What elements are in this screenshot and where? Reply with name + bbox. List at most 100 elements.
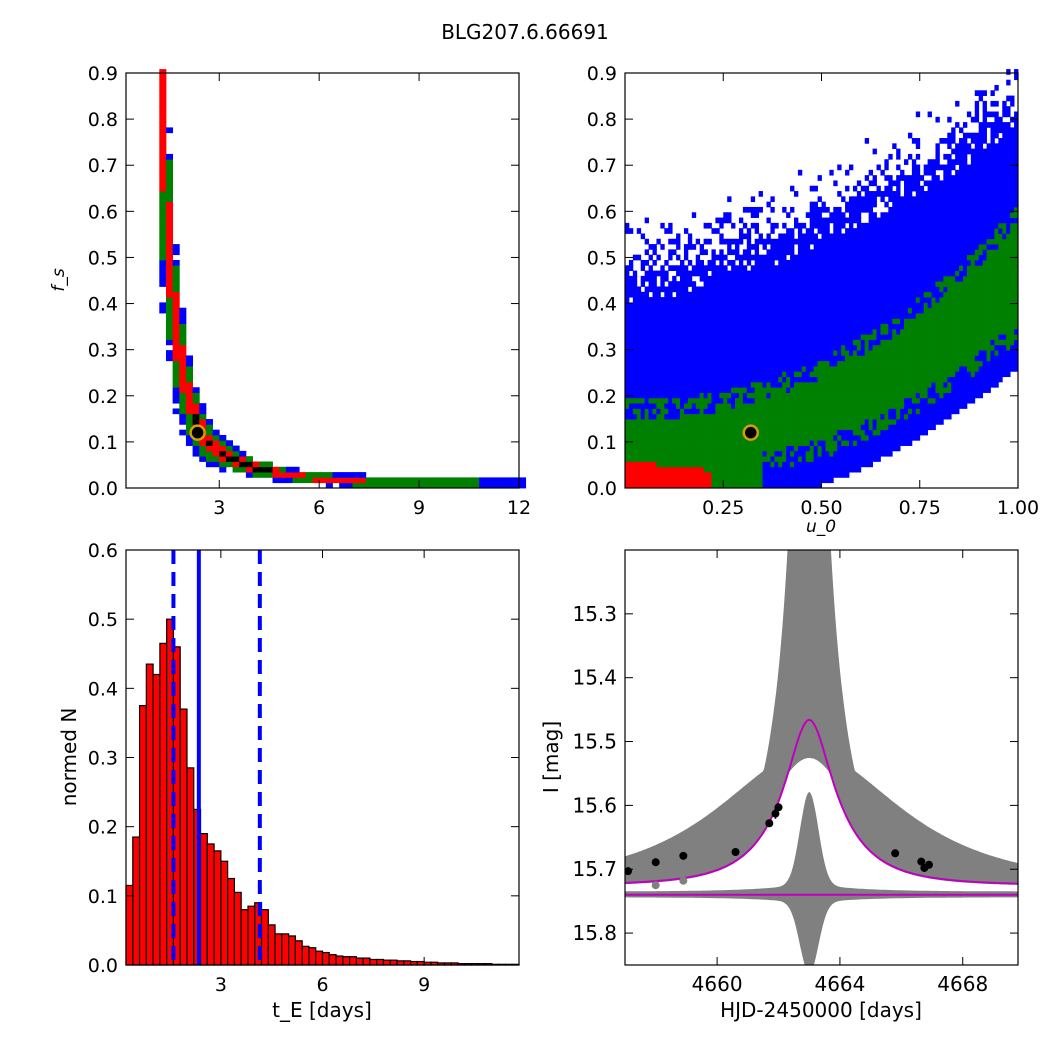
- posterior-cell: [762, 440, 767, 446]
- posterior-cell: [676, 482, 681, 489]
- posterior-cell: [896, 408, 901, 415]
- posterior-cell: [632, 434, 638, 441]
- posterior-cell: [939, 297, 944, 303]
- posterior-cell: [856, 297, 862, 303]
- posterior-cell: [896, 339, 901, 346]
- posterior-cell: [970, 281, 976, 287]
- posterior-cell: [947, 206, 952, 213]
- posterior-cell: [947, 153, 952, 160]
- posterior-cell: [829, 403, 834, 409]
- posterior-cell: [888, 275, 893, 282]
- posterior-cell: [868, 275, 873, 282]
- posterior-cell: [715, 228, 720, 234]
- posterior-cell: [841, 297, 846, 303]
- posterior-cell: [825, 206, 830, 213]
- posterior-cell: [974, 376, 980, 383]
- posterior-cell: [742, 265, 748, 271]
- posterior-cell: [695, 307, 701, 314]
- posterior-cell: [915, 387, 921, 393]
- posterior-cell: [770, 228, 775, 234]
- posterior-cell: [959, 323, 964, 330]
- posterior-cell: [845, 291, 850, 298]
- posterior-cell: [966, 360, 972, 367]
- posterior-cell: [680, 477, 685, 484]
- posterior-cell: [888, 344, 893, 351]
- posterior-cell: [872, 291, 877, 298]
- posterior-cell: [911, 259, 917, 266]
- posterior-cell: [628, 472, 634, 478]
- posterior-cell: [172, 328, 180, 335]
- posterior-cell: [817, 397, 822, 404]
- posterior-cell: [648, 387, 653, 393]
- posterior-cell: [864, 275, 870, 282]
- posterior-cell: [797, 419, 803, 425]
- posterior-cell: [978, 366, 984, 372]
- posterior-cell: [845, 344, 850, 351]
- posterior-cell: [750, 366, 756, 372]
- posterior-cell: [931, 169, 936, 176]
- posterior-cell: [966, 355, 972, 362]
- posterior-cell: [754, 212, 760, 218]
- posterior-cell: [680, 265, 685, 271]
- posterior-cell: [727, 482, 732, 489]
- posterior-cell: [978, 376, 984, 383]
- posterior-cell: [790, 281, 795, 287]
- posterior-cell: [672, 371, 677, 378]
- posterior-cell: [325, 477, 333, 484]
- posterior-cell: [786, 297, 791, 303]
- posterior-cell: [172, 307, 180, 314]
- posterior-cell: [687, 238, 693, 245]
- posterior-cell: [770, 397, 775, 404]
- posterior-cell: [731, 222, 736, 229]
- posterior-cell: [731, 281, 736, 287]
- posterior-cell: [900, 339, 905, 346]
- posterior-cell: [640, 376, 646, 383]
- posterior-cell: [172, 297, 180, 303]
- posterior-cell: [943, 259, 948, 266]
- posterior-cell: [915, 366, 921, 372]
- posterior-cell: [640, 328, 646, 335]
- posterior-cell: [982, 180, 987, 187]
- posterior-cell: [703, 360, 708, 367]
- posterior-cell: [959, 153, 964, 160]
- posterior-cell: [292, 466, 300, 473]
- posterior-cell: [790, 318, 795, 325]
- posterior-cell: [959, 138, 964, 144]
- posterior-cell: [884, 244, 889, 250]
- posterior-cell: [625, 445, 630, 452]
- posterior-cell: [974, 286, 980, 293]
- posterior-cell: [452, 477, 460, 484]
- posterior-cell: [907, 286, 913, 293]
- posterior-cell: [232, 466, 240, 473]
- posterior-cell: [758, 238, 763, 245]
- posterior-cell: [735, 466, 740, 473]
- posterior-cell: [915, 334, 921, 340]
- posterior-cell: [715, 334, 720, 340]
- posterior-cell: [695, 456, 701, 462]
- posterior-cell: [793, 286, 799, 293]
- posterior-cell: [825, 360, 830, 367]
- posterior-cell: [809, 281, 815, 287]
- posterior-cell: [955, 270, 960, 277]
- posterior-cell: [884, 212, 889, 218]
- posterior-cell: [723, 466, 728, 473]
- posterior-cell: [923, 297, 929, 303]
- posterior-cell: [652, 419, 657, 425]
- posterior-cell: [731, 445, 736, 452]
- posterior-cell: [750, 419, 756, 425]
- posterior-cell: [900, 196, 905, 203]
- posterior-cell: [762, 482, 767, 489]
- posterior-cell: [896, 440, 901, 446]
- posterior-cell: [644, 424, 649, 431]
- posterior-cell: [911, 265, 917, 271]
- posterior-cell: [939, 392, 944, 399]
- posterior-cell: [644, 461, 649, 468]
- posterior-cell: [817, 413, 822, 420]
- posterior-cell: [742, 387, 748, 393]
- posterior-cell: [632, 355, 638, 362]
- posterior-cell: [868, 196, 873, 203]
- posterior-cell: [962, 302, 968, 309]
- posterior-cell: [680, 350, 685, 356]
- posterior-cell: [860, 366, 866, 372]
- posterior-cell: [676, 313, 681, 319]
